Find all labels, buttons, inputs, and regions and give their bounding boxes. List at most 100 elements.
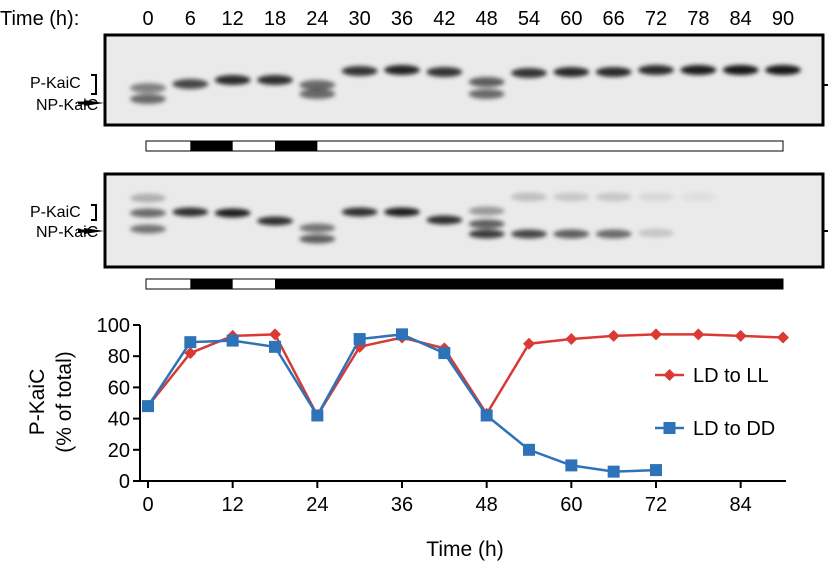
gel-band	[384, 207, 420, 217]
x-axis-label: Time (h)	[426, 538, 503, 561]
light-period-segment	[232, 279, 276, 289]
gel-band	[426, 215, 463, 225]
gel-band	[553, 192, 590, 202]
x-tick-label: 60	[560, 494, 582, 516]
gel-band	[638, 65, 674, 75]
blot-2-np-arrow-icon	[84, 228, 104, 234]
gel-band	[299, 223, 336, 233]
time-point-label: 72	[645, 8, 667, 30]
dark-period-segment	[317, 279, 361, 289]
blot-1-p-kaic-label: P-KaiC	[30, 75, 81, 92]
dark-period-segment	[444, 279, 488, 289]
series-line	[146, 333, 657, 473]
blot-2-p-kaic-label: P-KaiC	[30, 204, 81, 221]
data-point-diamond	[523, 337, 535, 350]
blot-1-np-arrow-shaft	[78, 101, 86, 105]
dark-period-segment	[190, 141, 234, 151]
data-point-square	[226, 334, 239, 347]
dark-period-segment	[613, 279, 657, 289]
data-point-diamond	[650, 328, 662, 341]
gel-band	[172, 207, 209, 217]
dark-period-segment	[529, 279, 572, 289]
blot-2-np-arrow-shaft	[78, 229, 86, 233]
blot-2-bands	[130, 192, 717, 244]
x-tick-label: 0	[142, 494, 153, 516]
dark-period-segment	[656, 279, 699, 289]
light-period-segment	[232, 141, 276, 151]
gel-band	[341, 66, 378, 76]
gel-band	[468, 77, 505, 87]
light-period-segment	[359, 141, 403, 151]
dark-period-segment	[571, 279, 615, 289]
y-axis: 0 20 40 60 80 100	[97, 315, 141, 493]
time-point-label: 66	[603, 8, 625, 30]
y-tick-label: 80	[108, 346, 130, 368]
x-tick-label: 36	[391, 494, 413, 516]
time-point-label: 84	[730, 8, 752, 30]
light-period-segment	[148, 141, 191, 151]
y-tick-label: 20	[108, 440, 130, 462]
data-point-square	[184, 336, 197, 349]
gel-band	[299, 80, 336, 90]
dark-period-segment	[402, 279, 445, 289]
x-tick-label: 24	[306, 494, 328, 516]
gel-band	[214, 75, 251, 85]
gel-band	[130, 83, 166, 93]
blot-1-p-kaic-bracket	[91, 74, 97, 95]
light-period-segment	[656, 141, 699, 151]
y-axis-sublabel: (% of total)	[53, 351, 76, 453]
data-point-square	[650, 464, 662, 477]
blot-2-np-kaic-label: NP-KaiC	[36, 224, 98, 241]
dark-period-segment	[275, 141, 318, 151]
gel-band	[765, 65, 801, 75]
data-point-diamond	[663, 369, 676, 381]
time-point-label: 36	[391, 8, 413, 30]
time-point-label: 24	[306, 8, 328, 30]
data-point-square	[480, 409, 493, 422]
blot-2-p-kaic-bracket	[91, 204, 97, 221]
time-point-label: 0	[142, 8, 153, 30]
x-tick-label: 12	[222, 494, 244, 516]
legend-label: LD to LL	[693, 365, 769, 387]
light-period-segment	[148, 279, 191, 289]
gel-band	[172, 79, 209, 89]
dark-period-segment	[359, 279, 403, 289]
gel-band	[638, 192, 674, 202]
gel-band	[680, 192, 717, 202]
gel-band	[130, 94, 166, 104]
time-point-label: 54	[518, 8, 540, 30]
gel-band	[511, 68, 547, 78]
time-point-label: 48	[476, 8, 498, 30]
gel-band	[680, 65, 717, 75]
dark-period-segment	[740, 279, 784, 289]
series-1	[142, 328, 662, 478]
light-dark-bar-outline	[145, 140, 784, 152]
data-point-diamond	[777, 331, 789, 344]
legend-label: LD to DD	[693, 418, 775, 440]
gel-band	[468, 89, 505, 99]
time-point-label: 18	[264, 8, 286, 30]
gel-band	[511, 192, 547, 202]
data-point-diamond	[184, 347, 197, 360]
chart-legend: LD to LL LD to DD	[655, 365, 775, 440]
time-point-labels: 0 6 12 18 24 30 36 42 48 54 60 66 72 78 84 90	[142, 8, 794, 30]
y-tick-label: 40	[108, 409, 130, 431]
data-point-square	[565, 459, 578, 472]
light-period-segment	[317, 141, 361, 151]
light-period-segment	[444, 141, 488, 151]
data-point-square	[438, 347, 451, 360]
data-point-square	[269, 340, 281, 353]
x-tick-label: 84	[730, 494, 752, 516]
gel-band	[468, 229, 505, 239]
gel-band	[214, 208, 251, 218]
light-period-segment	[740, 141, 784, 151]
gel-band	[384, 65, 420, 75]
dark-period-segment	[486, 279, 530, 289]
blot-1-frame	[103, 33, 825, 127]
gel-band	[553, 229, 590, 239]
time-point-label: 12	[222, 8, 244, 30]
time-point-label: 42	[433, 8, 455, 30]
light-period-segment	[486, 141, 530, 151]
gel-band	[638, 228, 674, 238]
y-axis-label: P-KaiC	[26, 369, 49, 436]
